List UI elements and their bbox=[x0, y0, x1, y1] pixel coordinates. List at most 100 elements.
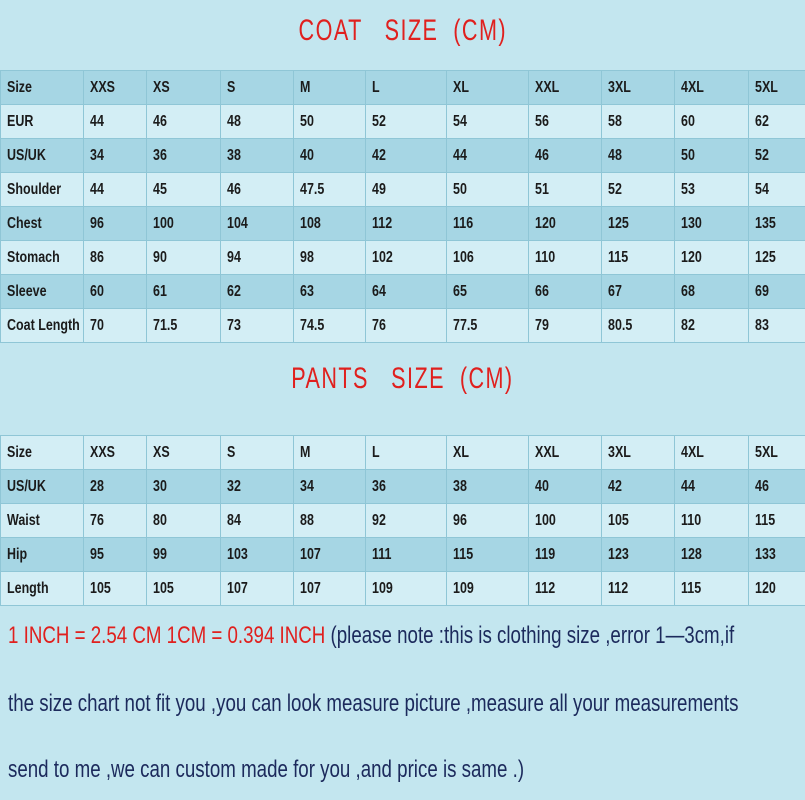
table-cell: 83 bbox=[748, 308, 805, 343]
cell-text: 98 bbox=[300, 248, 314, 266]
table-cell: 112 bbox=[528, 571, 602, 606]
cell-text: 96 bbox=[453, 511, 467, 529]
table-cell: 112 bbox=[365, 206, 447, 241]
size-note-line-2: the size chart not fit you ,you can look… bbox=[8, 690, 739, 717]
cell-text: 60 bbox=[90, 282, 104, 300]
table-cell: 106 bbox=[446, 240, 529, 275]
table-cell: M bbox=[293, 70, 366, 105]
table-cell: 50 bbox=[674, 138, 749, 173]
cell-text: 58 bbox=[608, 112, 622, 130]
cell-text: 40 bbox=[300, 146, 314, 164]
table-cell: L bbox=[365, 435, 447, 470]
cell-text: 115 bbox=[608, 248, 629, 266]
cell-text: XS bbox=[153, 443, 170, 461]
table-cell: XS bbox=[146, 435, 221, 470]
table-cell: 88 bbox=[293, 503, 366, 538]
table-row: Length 105 105 107 107 109 109 112 112 115 120 bbox=[0, 571, 805, 606]
table-cell: 38 bbox=[220, 138, 294, 173]
table-cell: 119 bbox=[528, 537, 602, 572]
table-cell: 98 bbox=[293, 240, 366, 275]
cell-text: 53 bbox=[681, 180, 695, 198]
table-cell: 73 bbox=[220, 308, 294, 343]
table-cell: 52 bbox=[748, 138, 805, 173]
cell-text: 44 bbox=[90, 180, 104, 198]
table-cell: 58 bbox=[601, 104, 675, 139]
cell-text: 80 bbox=[153, 511, 167, 529]
cell-text: 123 bbox=[608, 545, 629, 563]
cell-text: 38 bbox=[227, 146, 241, 164]
cell-text: 112 bbox=[372, 214, 393, 232]
cell-text: 4XL bbox=[681, 78, 704, 96]
cell-text: 46 bbox=[755, 477, 769, 495]
cell-text: 80.5 bbox=[608, 316, 633, 334]
cell-text: 50 bbox=[681, 146, 695, 164]
row-label-cell: Size bbox=[0, 435, 84, 470]
table-cell: 112 bbox=[601, 571, 675, 606]
cell-text: 46 bbox=[227, 180, 241, 198]
table-cell: 115 bbox=[674, 571, 749, 606]
cell-text: 47.5 bbox=[300, 180, 325, 198]
table-cell: 104 bbox=[220, 206, 294, 241]
table-cell: 42 bbox=[365, 138, 447, 173]
table-cell: 130 bbox=[674, 206, 749, 241]
cell-text: 48 bbox=[227, 112, 241, 130]
table-cell: 4XL bbox=[674, 435, 749, 470]
table-cell: 5XL bbox=[748, 435, 805, 470]
cell-text: 45 bbox=[153, 180, 167, 198]
cell-text: 44 bbox=[453, 146, 467, 164]
table-cell: 105 bbox=[146, 571, 221, 606]
cell-text: 3XL bbox=[608, 78, 631, 96]
table-cell: 62 bbox=[220, 274, 294, 309]
cell-text: XL bbox=[453, 443, 469, 461]
table-cell: 52 bbox=[601, 172, 675, 207]
table-cell: S bbox=[220, 70, 294, 105]
cell-text: 115 bbox=[453, 545, 474, 563]
table-cell: 115 bbox=[748, 503, 805, 538]
table-cell: 100 bbox=[146, 206, 221, 241]
cell-text: 109 bbox=[372, 579, 393, 597]
pants-size-title: PANTS SIZE (CM) bbox=[291, 362, 514, 395]
cell-text: 105 bbox=[153, 579, 174, 597]
table-cell: 105 bbox=[83, 571, 147, 606]
table-cell: 48 bbox=[601, 138, 675, 173]
table-cell: 44 bbox=[83, 104, 147, 139]
table-cell: 50 bbox=[446, 172, 529, 207]
table-cell: 115 bbox=[601, 240, 675, 275]
cell-text: 105 bbox=[90, 579, 111, 597]
row-label-cell: Coat Length bbox=[0, 308, 84, 343]
table-cell: 76 bbox=[83, 503, 147, 538]
table-cell: 100 bbox=[528, 503, 602, 538]
table-cell: 107 bbox=[293, 571, 366, 606]
cell-text: 79 bbox=[535, 316, 549, 334]
table-cell: 47.5 bbox=[293, 172, 366, 207]
cell-text: XXS bbox=[90, 443, 115, 461]
cell-text: 60 bbox=[681, 112, 695, 130]
row-label-cell: Length bbox=[0, 571, 84, 606]
cell-text: Coat Length bbox=[7, 316, 80, 334]
cell-text: 52 bbox=[608, 180, 622, 198]
cell-text: 3XL bbox=[608, 443, 631, 461]
cell-text: 5XL bbox=[755, 78, 778, 96]
table-cell: M bbox=[293, 435, 366, 470]
table-cell: 69 bbox=[748, 274, 805, 309]
cell-text: 76 bbox=[372, 316, 386, 334]
table-row: Hip 95 99 103 107 111 115 119 123 128 133 bbox=[0, 537, 805, 572]
cell-text: XXL bbox=[535, 443, 560, 461]
table-cell: XS bbox=[146, 70, 221, 105]
cell-text: 115 bbox=[681, 579, 702, 597]
table-cell: 102 bbox=[365, 240, 447, 275]
table-cell: 133 bbox=[748, 537, 805, 572]
table-cell: 53 bbox=[674, 172, 749, 207]
table-cell: L bbox=[365, 70, 447, 105]
table-cell: 84 bbox=[220, 503, 294, 538]
table-row: Shoulder 44 45 46 47.5 49 50 51 52 53 54 bbox=[0, 172, 805, 207]
cell-text: 106 bbox=[453, 248, 474, 266]
cell-text: 36 bbox=[153, 146, 167, 164]
cell-text: 52 bbox=[372, 112, 386, 130]
cell-text: 107 bbox=[300, 579, 321, 597]
cell-text: 48 bbox=[608, 146, 622, 164]
cell-text: L bbox=[372, 78, 380, 96]
cell-text: M bbox=[300, 78, 311, 96]
table-cell: 60 bbox=[674, 104, 749, 139]
